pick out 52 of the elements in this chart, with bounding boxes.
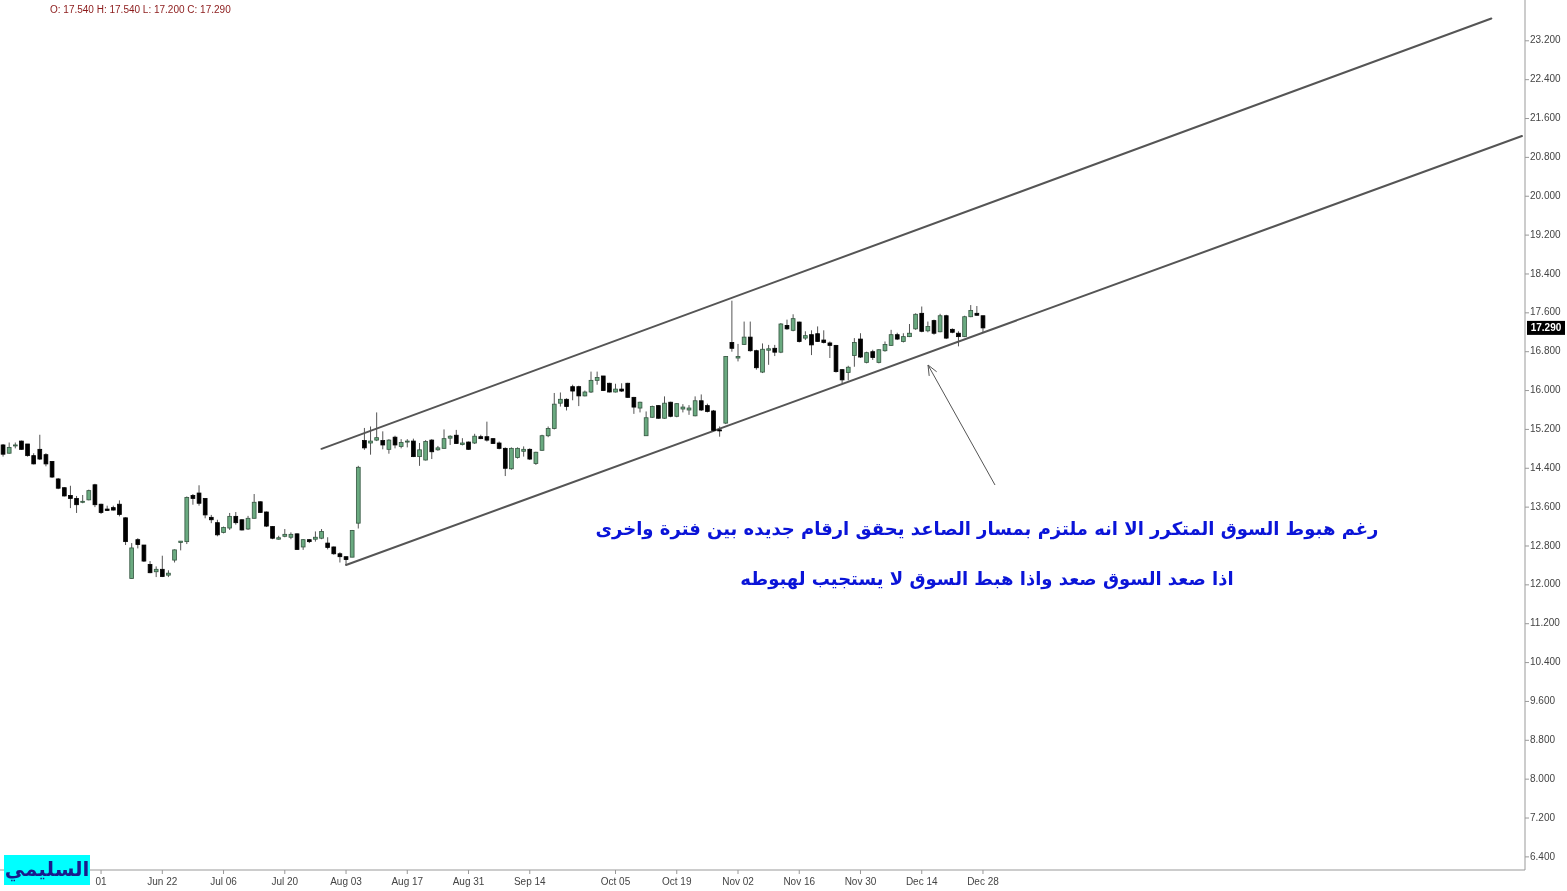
candlestick xyxy=(662,395,667,420)
x-tick-label: 01 xyxy=(95,876,108,887)
x-tick-label: Jul 06 xyxy=(210,876,238,887)
x-tick-label: Jul 20 xyxy=(271,876,299,887)
annotation: اذا صعد السوق صعد واذا هبط السوق لا يستجيب لهبوطه xyxy=(740,568,1234,590)
candlestick xyxy=(123,516,128,546)
x-tick-label: Nov 16 xyxy=(783,876,816,887)
annotation: O: 17.540 H: 17.540 L: 17.200 C: 17.290 xyxy=(50,4,232,15)
candlestick xyxy=(852,337,857,368)
y-tick-label: 20.800 xyxy=(1530,151,1562,163)
x-tick-label: Dec 28 xyxy=(967,876,1000,887)
x-tick-label: Oct 19 xyxy=(662,876,692,887)
y-tick-label: 16.000 xyxy=(1530,384,1562,396)
x-tick-label: Jun 22 xyxy=(147,876,178,887)
x-tick-label: Aug 17 xyxy=(391,876,424,887)
candlestick xyxy=(429,438,435,460)
y-tick-label: 20.000 xyxy=(1530,189,1562,201)
y-tick-label: 8.000 xyxy=(1530,772,1556,784)
x-tick-label: Sep 14 xyxy=(513,876,547,887)
x-tick-label: Dec 14 xyxy=(905,876,939,887)
y-tick-label: 14.400 xyxy=(1530,461,1562,473)
x-tick-label: Nov 02 xyxy=(722,876,755,887)
x-tick-label: Nov 30 xyxy=(844,876,877,887)
y-tick-label: 15.200 xyxy=(1530,423,1562,435)
candlestick xyxy=(741,321,747,346)
y-tick-label: 12.800 xyxy=(1530,539,1562,551)
x-tick-label: Aug 03 xyxy=(330,876,363,887)
y-tick-label: 13.600 xyxy=(1530,500,1562,512)
y-tick-label: 18.400 xyxy=(1530,267,1562,279)
y-tick-label: 10.400 xyxy=(1530,656,1562,668)
y-tick-label: 23.200 xyxy=(1530,34,1562,46)
y-tick-label: 19.200 xyxy=(1530,228,1562,240)
y-tick-label: 22.400 xyxy=(1530,73,1562,85)
candlestick xyxy=(729,300,735,353)
y-tick-label: 17.600 xyxy=(1530,306,1562,318)
x-tick-label: Aug 31 xyxy=(452,876,485,887)
candlestick xyxy=(858,332,863,359)
candlestick xyxy=(919,306,925,333)
y-tick-label: 12.000 xyxy=(1530,578,1562,590)
y-tick-label: 7.200 xyxy=(1530,811,1556,823)
y-tick-label: 21.600 xyxy=(1530,112,1562,124)
y-tick-label: 6.400 xyxy=(1530,850,1556,862)
x-tick-label: Oct 05 xyxy=(600,876,631,887)
candlestick xyxy=(735,343,741,362)
annotation: السليمي xyxy=(4,856,90,882)
y-tick-label: 16.800 xyxy=(1530,345,1562,357)
annotation: رغم هبوط السوق المتكرر الا انه ملتزم بمسار الصاعد يحقق ارقام جديده بين فترة واخرى xyxy=(595,518,1379,540)
y-tick-label: 8.800 xyxy=(1530,733,1556,745)
y-tick-label: 9.600 xyxy=(1530,695,1556,707)
y-tick-label: 11.200 xyxy=(1530,617,1561,629)
candlestick xyxy=(784,319,790,331)
candlestick xyxy=(925,321,931,333)
